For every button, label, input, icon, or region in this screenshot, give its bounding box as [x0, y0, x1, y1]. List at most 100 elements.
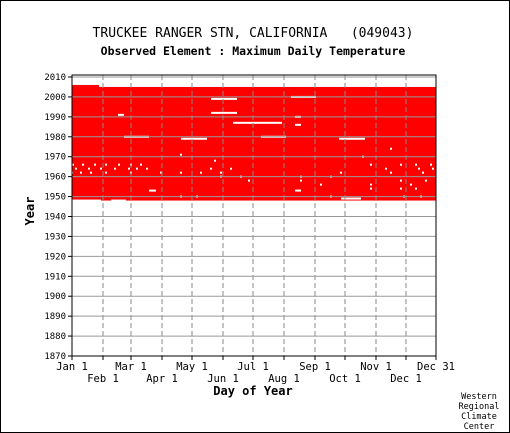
y-tick-label-1930: 1930 — [44, 232, 66, 242]
missing-day-17 — [146, 167, 148, 170]
missing-segment-4 — [233, 121, 282, 124]
missing-day-6 — [140, 163, 142, 166]
x-tick-label-top-3: Jul 1 — [237, 361, 269, 373]
y-tick-label-1940: 1940 — [44, 212, 66, 222]
y-tick-label-1960: 1960 — [44, 173, 66, 183]
y-tick-label-2000: 2000 — [44, 93, 66, 103]
chart-subtitle: Observed Element : Maximum Daily Tempera… — [101, 44, 406, 58]
missing-day-15 — [128, 167, 130, 170]
chart-title: TRUCKEE RANGER STN, CALIFORNIA (049043) — [93, 26, 414, 41]
missing-day-4 — [118, 163, 120, 166]
missing-day-47 — [400, 187, 402, 190]
y-tick-label-1910: 1910 — [44, 272, 66, 282]
missing-segment-0 — [211, 97, 237, 100]
wrcc-credit: Western Regional Climate Center — [459, 392, 500, 432]
missing-day-46 — [370, 187, 372, 190]
missing-segment-11 — [149, 189, 156, 192]
missing-day-22 — [432, 167, 434, 170]
x-tick-label-top-2: May 1 — [176, 361, 208, 373]
x-tick-label-bottom-1: Apr 1 — [146, 373, 178, 385]
y-tick-label-1980: 1980 — [44, 133, 66, 143]
missing-segment-9 — [181, 137, 207, 140]
x-tick-label-top-5: Nov 1 — [360, 361, 392, 373]
grid-layer — [72, 75, 436, 357]
plot-border — [71, 74, 437, 357]
x-tick-label-top-6: Dec 31 — [417, 361, 455, 373]
missing-day-12 — [88, 167, 90, 170]
y-tick-label-1900: 1900 — [44, 292, 66, 302]
missing-day-40 — [300, 179, 302, 182]
missing-day-21 — [418, 167, 420, 170]
missing-day-41 — [400, 179, 402, 182]
y-tick-label-1970: 1970 — [44, 153, 66, 163]
missing-day-45 — [410, 183, 412, 186]
data-block-0 — [72, 86, 436, 201]
x-tick-label-bottom-0: Feb 1 — [87, 373, 119, 385]
missing-day-25 — [90, 171, 92, 174]
missing-day-39 — [248, 179, 250, 182]
credit-line-4: Center — [464, 422, 495, 432]
missing-day-26 — [105, 171, 107, 174]
y-tick-label-1880: 1880 — [44, 332, 66, 342]
missing-segment-12 — [295, 189, 301, 192]
missing-segment-6 — [295, 123, 301, 126]
missing-day-28 — [160, 171, 162, 174]
missing-day-0 — [72, 163, 74, 166]
x-tick-label-bottom-4: Oct 1 — [329, 373, 361, 385]
missing-day-8 — [400, 163, 402, 166]
x-axis-label: Day of Year — [213, 384, 292, 398]
axis-layer: 1870 1880 1890 1900 1910 1920 1930 1940 1950 1960… — [44, 73, 455, 385]
missing-segment-13 — [341, 197, 361, 200]
x-tick-label-bottom-3: Aug 1 — [268, 373, 300, 385]
missing-day-30 — [200, 171, 202, 174]
missing-day-7 — [370, 163, 372, 166]
x-tick-label-bottom-5: Dec 1 — [390, 373, 422, 385]
missing-day-32 — [340, 171, 342, 174]
missing-day-14 — [114, 167, 116, 170]
credit-line-3: Climate — [461, 412, 497, 422]
x-tick-label-top-1: Mar 1 — [115, 361, 147, 373]
x-tick-label-bottom-2: Jun 1 — [207, 373, 239, 385]
missing-segment-3 — [118, 113, 124, 116]
y-tick-label-1950: 1950 — [44, 193, 66, 203]
missing-day-42 — [425, 179, 427, 182]
x-tick-label-top-0: Jan 1 — [56, 361, 88, 373]
missing-day-19 — [230, 167, 232, 170]
missing-day-20 — [385, 167, 387, 170]
data-layer — [72, 84, 436, 201]
y-axis-label: Year — [23, 197, 37, 226]
missing-day-54 — [390, 147, 392, 150]
missing-segment-10 — [339, 137, 365, 140]
missing-day-2 — [94, 163, 96, 166]
missing-day-9 — [415, 163, 417, 166]
missing-day-29 — [180, 171, 182, 174]
missing-day-24 — [80, 171, 82, 174]
y-tick-label-1990: 1990 — [44, 113, 66, 123]
missing-day-48 — [415, 187, 417, 190]
missing-segment-2 — [211, 111, 237, 114]
missing-day-31 — [220, 171, 222, 174]
credit-line-2: Regional — [459, 402, 500, 412]
missing-day-44 — [370, 183, 372, 186]
missing-day-56 — [214, 159, 216, 162]
y-tick-label-2010: 2010 — [44, 73, 66, 83]
missing-day-43 — [320, 183, 322, 186]
missing-day-18 — [210, 167, 212, 170]
missing-day-10 — [430, 163, 432, 166]
data-block-1 — [72, 84, 99, 87]
x-tick-label-top-4: Sep 1 — [299, 361, 331, 373]
missing-day-11 — [75, 167, 77, 170]
y-tick-label-1920: 1920 — [44, 252, 66, 262]
missing-day-34 — [422, 171, 424, 174]
missing-segment-14 — [72, 199, 101, 202]
y-tick-label-1890: 1890 — [44, 312, 66, 322]
missing-day-57 — [180, 153, 182, 156]
missing-day-33 — [390, 171, 392, 174]
missing-day-3 — [105, 163, 107, 166]
missing-segment-15 — [111, 199, 126, 202]
missing-day-13 — [100, 167, 102, 170]
missing-day-1 — [82, 163, 84, 166]
y-tick-label-1870: 1870 — [44, 352, 66, 362]
